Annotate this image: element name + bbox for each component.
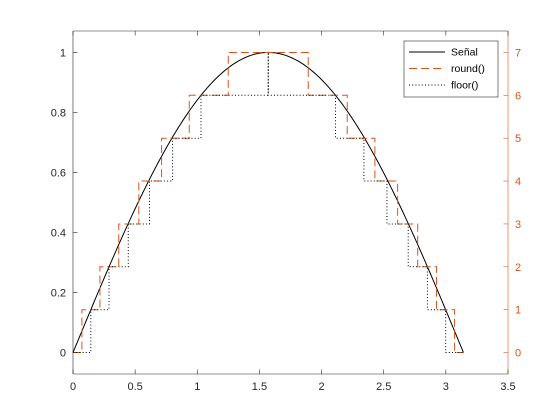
axes-layer: 0 0.5 1 1.5 2 2.5 3 3.5 0 0.2 0.4 0.6 0.8 1 0 1 2 3 4 5 6 7 bbox=[51, 30, 521, 393]
y-left-tick-label: 0.6 bbox=[51, 167, 66, 179]
y-right-tick-label: 7 bbox=[515, 47, 521, 59]
legend-label-0: Señal bbox=[451, 47, 478, 59]
y-right-tick-label: 2 bbox=[515, 262, 521, 274]
series-line-1 bbox=[73, 51, 464, 354]
y-right-tick-label: 1 bbox=[515, 305, 521, 317]
series-line-2 bbox=[73, 52, 464, 354]
x-tick-label: 3.5 bbox=[500, 381, 515, 393]
x-tick-label: 2 bbox=[319, 381, 325, 393]
x-tick-label: 0.5 bbox=[127, 381, 142, 393]
y-left-tick-label: 1 bbox=[60, 47, 66, 59]
y-left-tick-label: 0.4 bbox=[51, 228, 66, 240]
legend: Señal round() floor() bbox=[403, 40, 499, 98]
y-left-tick-label: 0.8 bbox=[51, 107, 66, 119]
x-tick-label: 2.5 bbox=[376, 381, 391, 393]
x-tick-label: 1.5 bbox=[252, 381, 267, 393]
y-right-tick-label: 6 bbox=[515, 90, 521, 102]
legend-box bbox=[403, 40, 499, 98]
x-tick-label: 0 bbox=[70, 381, 76, 393]
y-right-tick-label: 4 bbox=[515, 176, 521, 188]
series-layer bbox=[72, 51, 464, 354]
x-tick-label: 1 bbox=[194, 381, 200, 393]
y-right-tick-label: 0 bbox=[515, 348, 521, 360]
x-tick-label: 3 bbox=[443, 381, 449, 393]
y-left-tick-label: 0 bbox=[60, 348, 66, 360]
y-right-tick-label: 3 bbox=[515, 219, 521, 231]
y-left-tick-label: 0.2 bbox=[51, 288, 66, 300]
legend-label-2: floor() bbox=[451, 80, 478, 92]
legend-label-1: round() bbox=[451, 63, 485, 75]
y-right-tick-label: 5 bbox=[515, 133, 521, 145]
